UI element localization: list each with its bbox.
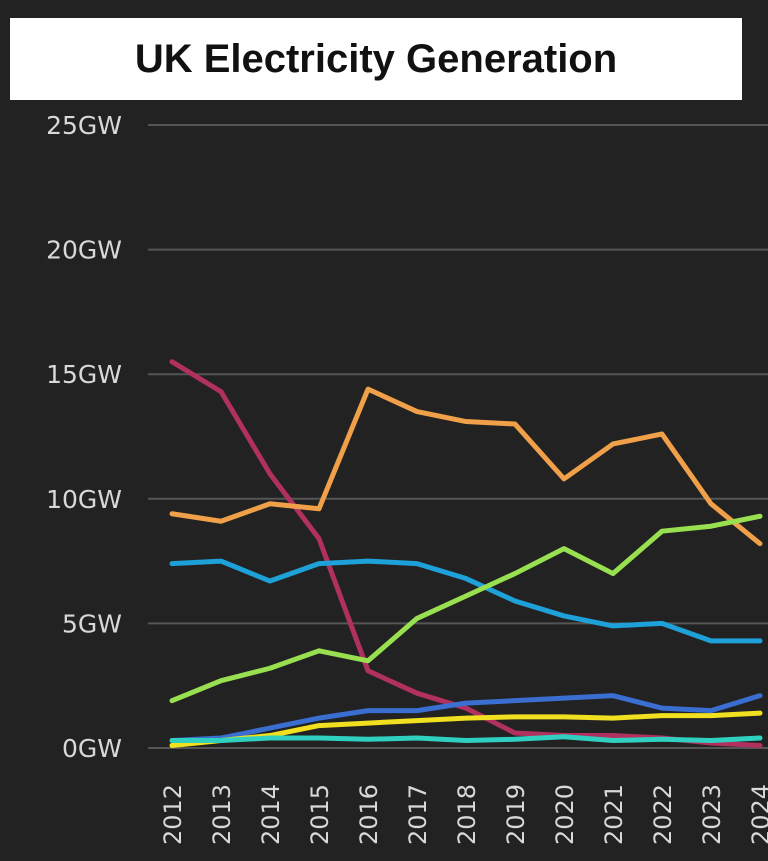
x-tick-label: 2013 xyxy=(208,784,236,845)
x-tick-label: 2015 xyxy=(306,784,334,845)
y-tick-label: 10GW xyxy=(46,485,122,514)
chart-title: UK Electricity Generation xyxy=(134,36,618,81)
x-tick-label: 2014 xyxy=(257,784,285,845)
x-tick-label: 2018 xyxy=(453,784,481,845)
y-tick-label: 20GW xyxy=(46,236,122,265)
series-line-4 xyxy=(169,693,763,744)
x-tick-label: 2021 xyxy=(600,784,628,845)
x-tick-label: 2024 xyxy=(747,784,768,845)
x-tick-label: 2022 xyxy=(649,784,677,845)
x-tick-label: 2020 xyxy=(551,784,579,845)
y-tick-label: 0GW xyxy=(62,734,122,763)
series-line-1 xyxy=(169,386,763,547)
x-tick-label: 2019 xyxy=(502,784,530,845)
y-tick-label: 25GW xyxy=(46,111,122,140)
series-line-3 xyxy=(169,513,763,704)
chart-title-box: UK Electricity Generation xyxy=(10,18,742,100)
x-tick-label: 2016 xyxy=(355,784,383,845)
series-line-6 xyxy=(169,734,763,744)
x-tick-label: 2023 xyxy=(698,784,726,845)
x-tick-label: 2017 xyxy=(404,784,432,845)
y-tick-label: 5GW xyxy=(62,609,122,638)
series-line-2 xyxy=(169,558,763,644)
x-tick-label: 2012 xyxy=(159,784,187,845)
y-tick-label: 15GW xyxy=(46,360,122,389)
